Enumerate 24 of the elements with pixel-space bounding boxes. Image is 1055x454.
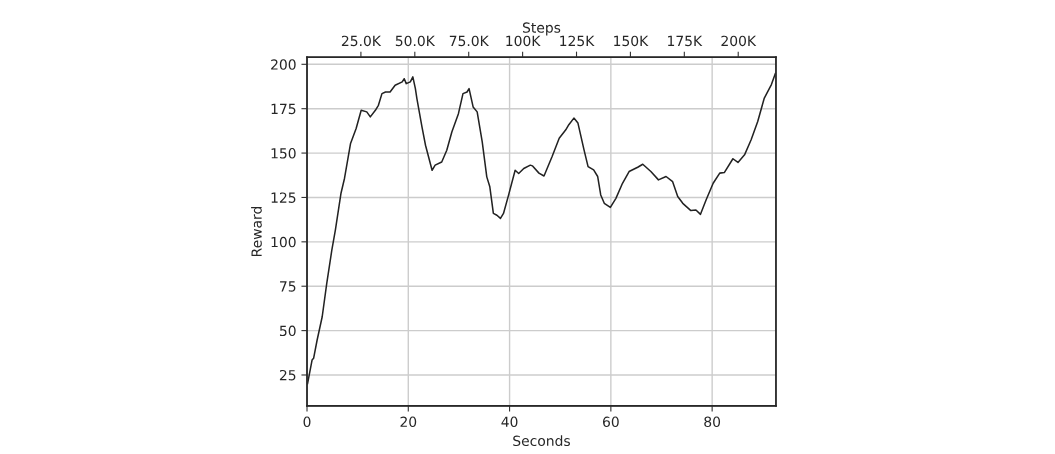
x-axis-title: Seconds xyxy=(513,435,570,447)
x-tick-label: 40 xyxy=(501,416,518,428)
y-axis-title: Reward xyxy=(251,206,262,257)
y-tick-label: 150 xyxy=(271,148,296,159)
y-tick-label: 125 xyxy=(271,192,296,203)
y-tick-label: 175 xyxy=(271,103,296,115)
x-tick-label: 20 xyxy=(400,416,417,428)
x2-tick-label: 175K xyxy=(668,35,703,47)
y-tick-label: 75 xyxy=(280,281,296,292)
x2-tick-label: 200K xyxy=(721,35,757,47)
x2-tick-label: 75.0K xyxy=(449,35,490,47)
x-tick-label: 0 xyxy=(303,416,311,428)
y-tick-label: 50 xyxy=(279,325,296,337)
x2-tick-label: 25.0K xyxy=(341,35,382,47)
x2-axis-title: Steps xyxy=(522,22,561,36)
y-tick-label: 25 xyxy=(279,369,296,381)
x-tick-label: 80 xyxy=(704,416,721,428)
x2-tick-label: 50.0K xyxy=(395,35,436,47)
x2-tick-label: 125K xyxy=(560,35,595,47)
y-tick-label: 200 xyxy=(271,59,296,70)
y-tick-label: 100 xyxy=(271,236,296,248)
x-tick-label: 60 xyxy=(602,416,619,428)
x2-tick-label: 150K xyxy=(614,35,649,47)
x2-tick-label: 100K xyxy=(506,35,541,47)
